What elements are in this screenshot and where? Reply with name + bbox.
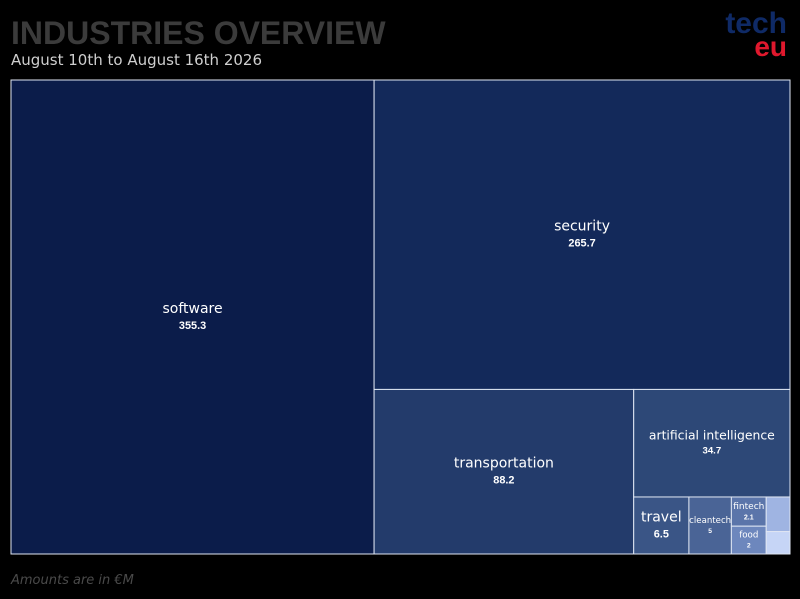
cell-label: food xyxy=(739,530,758,540)
cell-value: 88.2 xyxy=(493,475,514,487)
cell-value: 6.5 xyxy=(654,528,669,540)
cell-value: 2 xyxy=(747,542,751,549)
treemap-cell xyxy=(633,496,690,555)
cell-value: 265.7 xyxy=(568,238,595,250)
cell-value: 355.3 xyxy=(179,320,206,332)
cell-label: transportation xyxy=(454,456,554,472)
logo-top: tech xyxy=(725,7,787,40)
chart-subtitle: August 10th to August 16th 2026 xyxy=(11,51,262,69)
treemap-cell xyxy=(730,496,767,527)
treemap-cell xyxy=(730,525,767,555)
treemap: software 355.3 security 265.7 transportation… xyxy=(10,79,791,555)
treemap-cell xyxy=(765,531,791,555)
treemap-cell xyxy=(765,496,791,533)
footnote: Amounts are in €M xyxy=(10,573,134,588)
chart-title: INDUSTRIES OVERVIEW xyxy=(11,15,386,51)
cell-label: cleantech xyxy=(689,516,731,526)
cell-label: software xyxy=(162,301,222,317)
cell-label: fintech xyxy=(733,502,764,512)
cell-value: 34.7 xyxy=(703,446,722,457)
treemap-cell xyxy=(373,79,791,390)
treemap-cell xyxy=(633,388,791,498)
cell-label: travel xyxy=(641,509,682,525)
treemap-cell xyxy=(10,79,375,555)
logo-bottom: eu xyxy=(754,31,787,62)
cell-value: 2.1 xyxy=(744,513,754,521)
cell-label: artificial intelligence xyxy=(649,428,775,443)
cell-value: 5 xyxy=(708,528,712,535)
treemap-cell xyxy=(688,496,732,555)
cell-label: security xyxy=(554,219,610,235)
treemap-cell xyxy=(373,388,635,555)
